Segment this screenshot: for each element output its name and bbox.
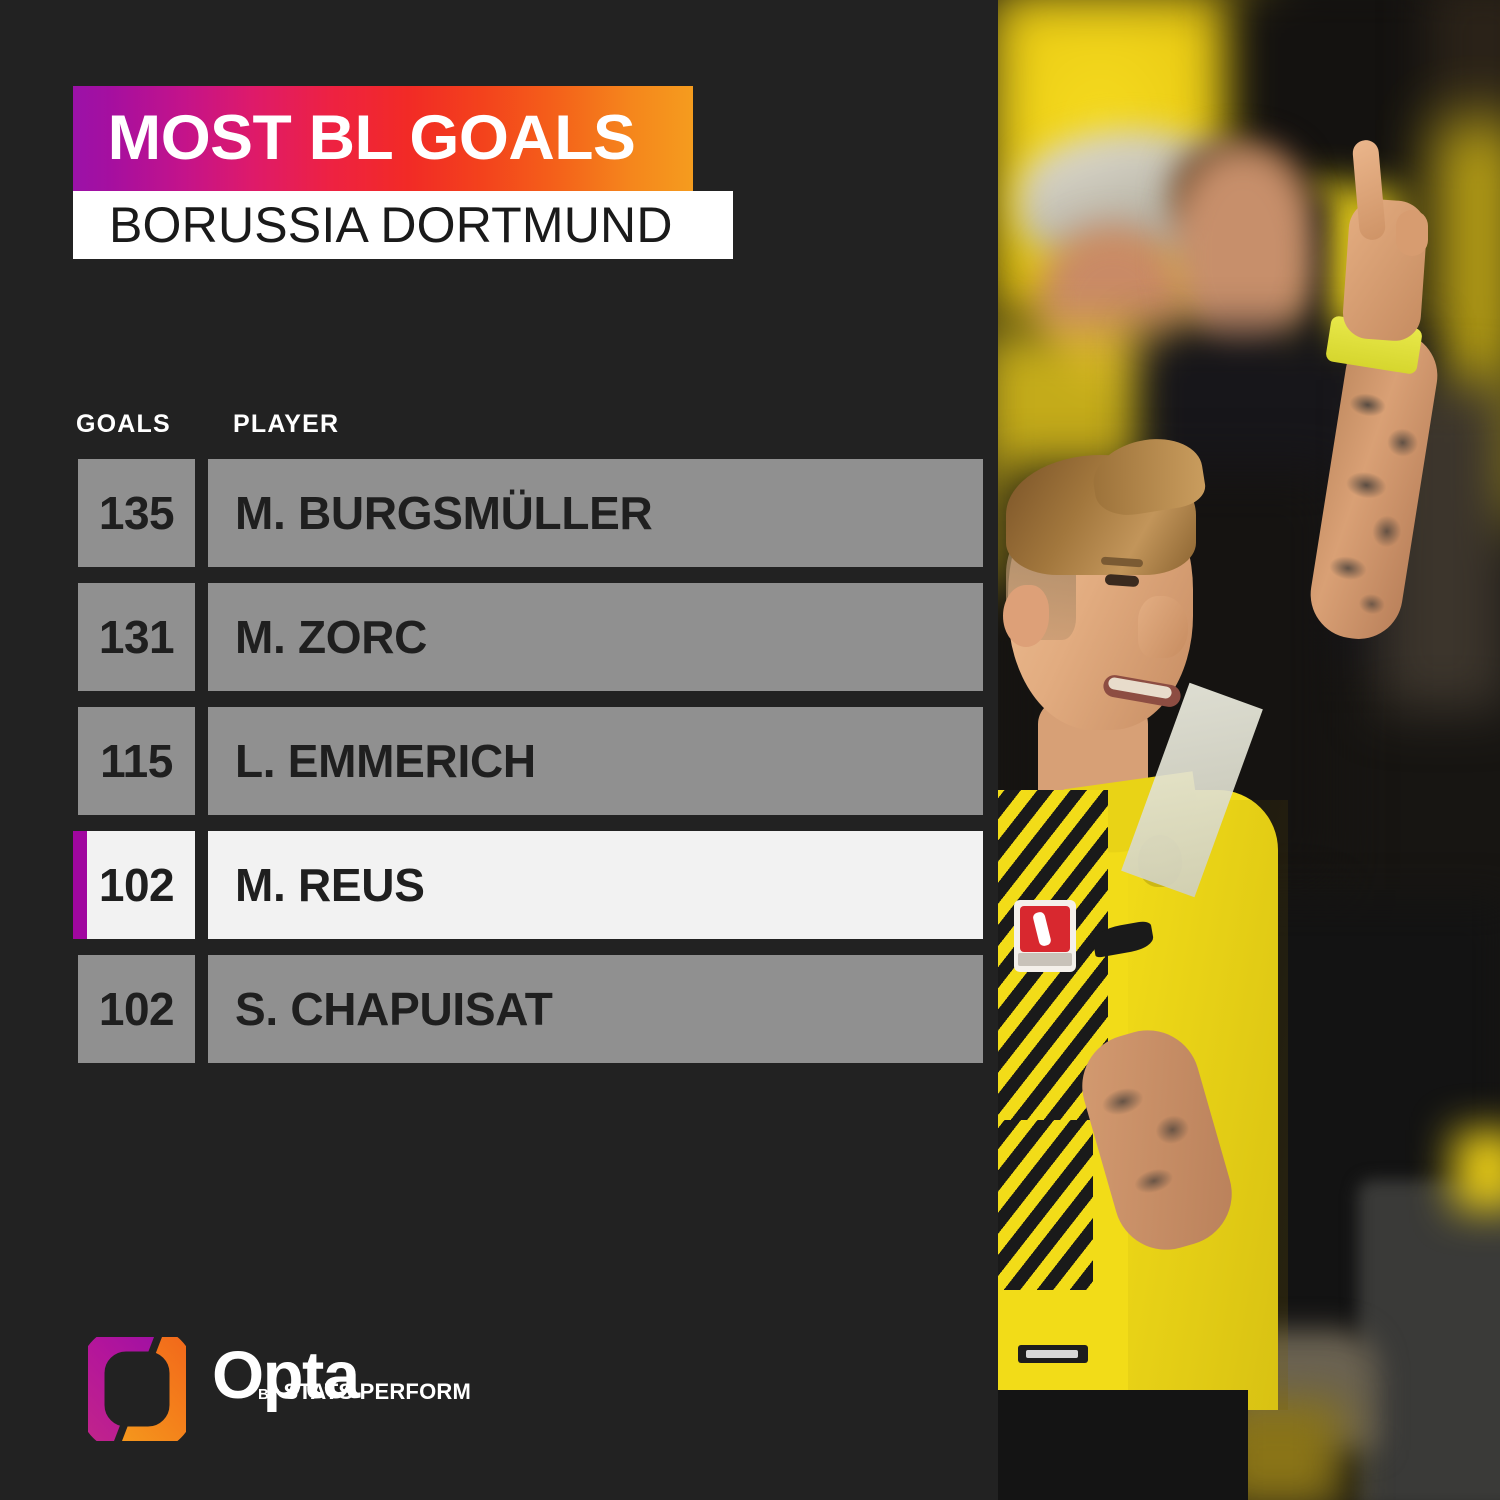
table-row[interactable]: 115 L. EMMERICH	[73, 707, 983, 815]
cell-goals: 102	[78, 831, 195, 939]
goals-value: 131	[98, 611, 175, 663]
cell-goals: 115	[78, 707, 195, 815]
table-row-highlighted[interactable]: 102 M. REUS	[73, 831, 983, 939]
opta-name: Opta	[212, 1338, 360, 1413]
tagline-main: STATS PERFORM	[283, 1378, 471, 1404]
subtitle-bar: BORUSSIA DORTMUND	[73, 191, 733, 259]
photo-ear	[1003, 585, 1049, 647]
info-panel: MOST BL GOALS BORUSSIA DORTMUND GOALS PL…	[73, 86, 983, 1441]
player-name: L. EMMERICH	[235, 735, 536, 787]
goals-value: 102	[98, 983, 175, 1035]
cell-player: S. CHAPUISAT	[208, 955, 983, 1063]
player-name: S. CHAPUISAT	[235, 983, 553, 1035]
photo-bundesliga-wordmark	[1018, 953, 1072, 966]
goals-table: 135 M. BURGSMÜLLER 131 M. ZORC 115 L. EM…	[73, 459, 983, 1079]
title-gradient-bar: MOST BL GOALS	[73, 86, 693, 191]
opta-wordmark: Opta BY STATS PERFORM	[212, 1337, 471, 1413]
photo-eye	[1104, 573, 1140, 588]
goals-value: 135	[98, 487, 175, 539]
photo-spectator-face-right	[1173, 150, 1313, 360]
page-subtitle: BORUSSIA DORTMUND	[109, 197, 673, 253]
title-block: MOST BL GOALS BORUSSIA DORTMUND	[73, 86, 733, 259]
player-name: M. REUS	[235, 859, 425, 911]
row-accent-bar	[73, 831, 87, 939]
cell-player: M. ZORC	[208, 583, 983, 691]
table-row[interactable]: 135 M. BURGSMÜLLER	[73, 459, 983, 567]
opta-logo: Opta BY STATS PERFORM	[88, 1337, 471, 1441]
photo-nose	[1138, 596, 1188, 658]
photo-puma-hem-tag-inner	[1026, 1350, 1078, 1358]
player-photo	[998, 0, 1500, 1500]
table-row[interactable]: 102 S. CHAPUISAT	[73, 955, 983, 1063]
player-name: M. BURGSMÜLLER	[235, 487, 653, 539]
column-header-goals: GOALS	[76, 410, 171, 438]
cell-player: M. REUS	[208, 831, 983, 939]
cell-player: M. BURGSMÜLLER	[208, 459, 983, 567]
cell-goals: 135	[78, 459, 195, 567]
cell-goals: 102	[78, 955, 195, 1063]
goals-value: 115	[100, 735, 173, 787]
page-title: MOST BL GOALS	[107, 103, 636, 173]
photo-stadium-seat	[1358, 1180, 1500, 1500]
player-name: M. ZORC	[235, 611, 428, 663]
photo-jersey-stripes-lower	[998, 1120, 1093, 1290]
opta-ring-icon	[88, 1337, 186, 1441]
tagline-by: BY	[258, 1385, 280, 1403]
photo-background-yellow-corner	[1453, 1130, 1500, 1210]
column-header-player: PLAYER	[233, 410, 340, 438]
photo-knuckles	[1396, 210, 1428, 256]
cell-goals: 131	[78, 583, 195, 691]
opta-tagline: BY STATS PERFORM	[258, 1379, 471, 1405]
table-row[interactable]: 131 M. ZORC	[73, 583, 983, 691]
goals-value: 102	[98, 859, 175, 911]
cell-player: L. EMMERICH	[208, 707, 983, 815]
photo-shorts	[998, 1390, 1248, 1500]
